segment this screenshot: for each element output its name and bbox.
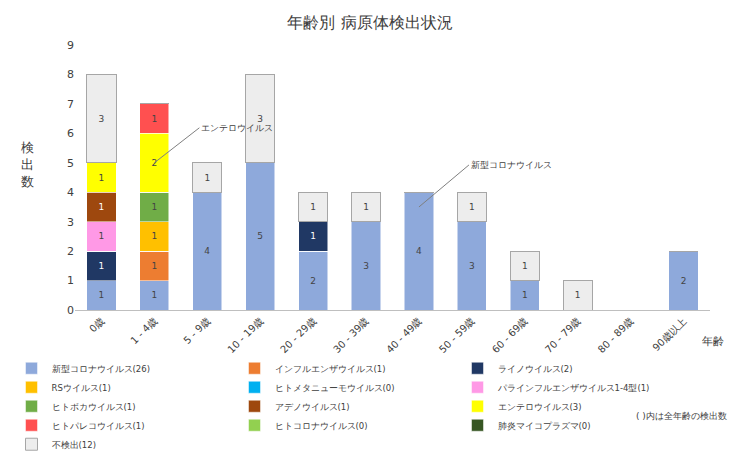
svg-text:インフルエンザウイルス(1): インフルエンザウイルス(1) [275, 364, 386, 374]
svg-text:4: 4 [416, 246, 422, 256]
svg-text:エンテロウイルス(3): エンテロウイルス(3) [498, 402, 582, 412]
svg-text:アデノウイルス(1): アデノウイルス(1) [275, 402, 350, 412]
svg-text:新型コロナウイルス: 新型コロナウイルス [471, 160, 552, 170]
svg-text:70 - 79歳: 70 - 79歳 [543, 315, 583, 355]
svg-text:1: 1 [310, 231, 316, 241]
svg-text:2: 2 [152, 158, 158, 168]
svg-text:1: 1 [99, 290, 105, 300]
svg-text:パラインフルエンザウイルス1-4型(1): パラインフルエンザウイルス1-4型(1) [497, 383, 650, 393]
svg-text:3: 3 [257, 114, 263, 124]
svg-text:ヒトメタニューモウイルス(0): ヒトメタニューモウイルス(0) [275, 383, 395, 393]
svg-text:5 - 9歳: 5 - 9歳 [181, 315, 212, 346]
svg-text:7: 7 [67, 98, 74, 111]
svg-text:RSウイルス(1): RSウイルス(1) [52, 383, 111, 393]
svg-text:2: 2 [310, 276, 316, 286]
svg-text:1: 1 [310, 202, 316, 212]
svg-text:1: 1 [152, 202, 158, 212]
svg-text:ヒトボカウイルス(1): ヒトボカウイルス(1) [52, 402, 136, 412]
svg-text:年齢: 年齢 [702, 335, 724, 348]
svg-text:1: 1 [99, 173, 105, 183]
svg-text:1: 1 [469, 202, 475, 212]
svg-text:1: 1 [522, 290, 528, 300]
svg-text:1: 1 [152, 261, 158, 271]
svg-text:1: 1 [99, 202, 105, 212]
svg-text:エンテロウイルス: エンテロウイルス [201, 123, 273, 133]
svg-text:80 - 89歳: 80 - 89歳 [596, 315, 636, 355]
svg-text:( )内は全年齢の検出数: ( )内は全年齢の検出数 [636, 411, 727, 421]
svg-text:1: 1 [99, 261, 105, 271]
svg-text:ヒトコロナウイルス(0): ヒトコロナウイルス(0) [275, 421, 368, 431]
svg-text:60 - 69歳: 60 - 69歳 [490, 315, 530, 355]
svg-text:1: 1 [152, 290, 158, 300]
svg-text:0: 0 [67, 304, 74, 317]
svg-text:ヒトパレコウイルス(1): ヒトパレコウイルス(1) [52, 421, 145, 431]
svg-text:2: 2 [67, 245, 74, 258]
svg-text:10 - 19歳: 10 - 19歳 [225, 315, 265, 355]
svg-text:3: 3 [363, 261, 369, 271]
svg-text:1: 1 [99, 231, 105, 241]
svg-text:1: 1 [363, 202, 369, 212]
svg-text:検出数: 検出数 [21, 140, 34, 189]
svg-text:5: 5 [67, 157, 74, 170]
svg-text:3: 3 [469, 261, 475, 271]
svg-text:30 - 39歳: 30 - 39歳 [331, 315, 371, 355]
svg-text:1: 1 [67, 274, 74, 287]
svg-text:不検出(12): 不検出(12) [52, 440, 96, 450]
svg-text:3: 3 [99, 114, 105, 124]
svg-text:20 - 29歳: 20 - 29歳 [278, 315, 318, 355]
svg-text:肺炎マイコプラズマ(0): 肺炎マイコプラズマ(0) [498, 421, 591, 431]
svg-text:1: 1 [522, 261, 528, 271]
svg-text:4: 4 [204, 246, 210, 256]
svg-text:1: 1 [152, 114, 158, 124]
svg-text:1 - 4歳: 1 - 4歳 [128, 315, 159, 346]
svg-text:0歳: 0歳 [87, 315, 106, 334]
svg-text:1: 1 [152, 231, 158, 241]
svg-text:4: 4 [67, 186, 74, 199]
svg-text:40 - 49歳: 40 - 49歳 [384, 315, 424, 355]
svg-text:ライノウイルス(2): ライノウイルス(2) [498, 364, 573, 374]
svg-text:5: 5 [257, 231, 263, 241]
svg-text:新型コロナウイルス(26): 新型コロナウイルス(26) [52, 364, 150, 374]
svg-text:90歳以上: 90歳以上 [650, 315, 688, 353]
svg-text:3: 3 [67, 216, 74, 229]
svg-text:年齢別 病原体検出状況: 年齢別 病原体検出状況 [287, 13, 452, 32]
svg-text:1: 1 [204, 173, 210, 183]
svg-text:2: 2 [681, 276, 687, 286]
svg-text:6: 6 [67, 127, 74, 140]
svg-text:50 - 59歳: 50 - 59歳 [437, 315, 477, 355]
svg-text:1: 1 [575, 290, 581, 300]
svg-text:9: 9 [67, 39, 74, 52]
svg-text:8: 8 [67, 68, 74, 81]
